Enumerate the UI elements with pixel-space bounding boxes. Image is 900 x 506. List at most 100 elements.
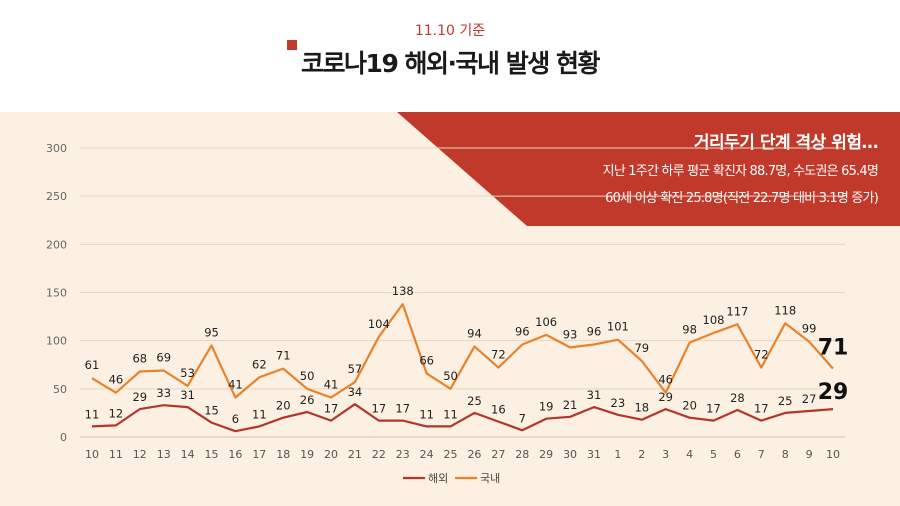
overseas-data-label: 34 (348, 385, 363, 399)
y-tick-label: 250 (46, 190, 67, 203)
domestic-series-line (91, 303, 834, 399)
overseas-data-label: 6 (232, 412, 239, 426)
domestic-data-label: 99 (802, 322, 817, 336)
x-tick-label: 20 (324, 448, 338, 461)
page-title-text: 코로나19 해외·국내 발생 현황 (301, 49, 600, 78)
x-tick-label: 28 (515, 448, 529, 461)
x-tick-label: 17 (252, 448, 266, 461)
overseas-data-label: 20 (682, 399, 697, 413)
overseas-data-label: 11 (443, 407, 458, 421)
x-tick-label: 31 (587, 448, 601, 461)
domestic-data-label: 50 (300, 369, 315, 383)
header: 11.10 기준 코로나19 해외·국내 발생 현황 (0, 0, 900, 112)
overseas-data-label: 19 (539, 400, 554, 414)
domestic-data-label: 41 (228, 378, 243, 392)
overseas-data-label: 17 (324, 402, 339, 416)
overseas-data-label: 7 (519, 411, 526, 425)
domestic-data-label: 96 (515, 325, 530, 339)
domestic-data-label: 53 (180, 366, 195, 380)
overseas-data-label: 26 (300, 393, 315, 407)
overseas-series-line (91, 403, 834, 433)
domestic-data-label: 98 (682, 323, 697, 337)
x-tick-label: 11 (109, 448, 123, 461)
x-tick-label: 26 (467, 448, 481, 461)
domestic-data-label: 61 (85, 358, 100, 372)
x-tick-label: 3 (662, 448, 669, 461)
y-tick-label: 0 (60, 431, 67, 444)
overseas-last-label: 29 (818, 380, 849, 405)
x-tick-label: 30 (563, 448, 577, 461)
domestic-last-label: 71 (818, 336, 849, 361)
x-tick-label: 4 (686, 448, 693, 461)
overseas-data-label: 18 (634, 401, 649, 415)
overseas-data-label: 31 (180, 388, 195, 402)
overseas-data-label: 17 (754, 402, 769, 416)
domestic-data-label: 46 (109, 373, 124, 387)
overseas-data-label: 11 (252, 407, 267, 421)
x-tick-label: 10 (85, 448, 99, 461)
x-tick-label: 6 (734, 448, 741, 461)
domestic-data-label: 62 (252, 357, 267, 371)
y-tick-label: 100 (46, 335, 67, 348)
overseas-data-label: 23 (611, 396, 626, 410)
domestic-data-label: 71 (276, 349, 291, 363)
overseas-data-label: 16 (491, 403, 506, 417)
x-tick-label: 15 (205, 448, 219, 461)
x-tick-label: 13 (157, 448, 171, 461)
overseas-data-label: 25 (778, 394, 793, 408)
x-tick-label: 14 (181, 448, 195, 461)
overseas-data-label: 27 (802, 392, 817, 406)
overseas-data-label: 28 (730, 391, 745, 405)
overseas-data-label: 20 (276, 399, 291, 413)
legend-overseas-label: 해외 (428, 471, 448, 485)
x-tick-label: 16 (228, 448, 242, 461)
overseas-data-label: 17 (395, 402, 410, 416)
domestic-data-label: 57 (348, 362, 363, 376)
x-tick-label: 12 (133, 448, 147, 461)
domestic-data-label: 66 (419, 353, 434, 367)
x-tick-label: 5 (710, 448, 717, 461)
legend-domestic-label: 국내 (480, 472, 500, 485)
overseas-data-label: 29 (658, 390, 673, 404)
x-tick-label: 29 (539, 448, 553, 461)
x-tick-label: 9 (806, 448, 813, 461)
overseas-data-label: 17 (372, 402, 387, 416)
page-title: 코로나19 해외·국내 발생 현황 (287, 40, 600, 80)
x-tick-label: 8 (782, 448, 789, 461)
y-tick-label: 300 (46, 142, 67, 155)
domestic-data-label: 117 (726, 304, 748, 318)
y-tick-label: 50 (53, 383, 67, 396)
x-tick-label: 25 (444, 448, 458, 461)
domestic-data-label: 118 (774, 303, 796, 317)
date-label: 11.10 기준 (414, 23, 486, 39)
domestic-data-label: 68 (132, 351, 147, 365)
y-tick-label: 150 (46, 287, 67, 300)
domestic-data-label: 94 (467, 326, 482, 340)
overseas-data-label: 11 (85, 407, 100, 421)
domestic-data-label: 72 (491, 348, 506, 362)
title-wrap: 코로나19 해외·국내 발생 현황 (0, 40, 900, 80)
domestic-data-label: 46 (658, 373, 673, 387)
overseas-data-label: 29 (132, 390, 147, 404)
overseas-data-label: 12 (109, 406, 124, 420)
x-tick-label: 1 (614, 448, 621, 461)
overseas-data-label: 21 (563, 398, 578, 412)
domestic-data-label: 108 (703, 313, 725, 327)
domestic-data-label: 106 (535, 315, 557, 329)
banner-triangle (397, 112, 900, 226)
domestic-data-label: 95 (204, 325, 219, 339)
domestic-data-label: 104 (368, 317, 390, 331)
x-tick-label: 22 (372, 448, 386, 461)
overseas-data-label: 15 (204, 404, 219, 418)
overseas-data-label: 25 (467, 394, 482, 408)
domestic-data-label: 69 (156, 351, 171, 365)
x-tick-label: 19 (300, 448, 314, 461)
overseas-data-label: 33 (156, 386, 171, 400)
domestic-data-label: 41 (324, 378, 339, 392)
domestic-data-label: 101 (607, 320, 629, 334)
x-tick-label: 24 (420, 448, 434, 461)
title-square-icon (287, 40, 298, 50)
domestic-data-label: 79 (634, 341, 649, 355)
overseas-data-label: 17 (706, 402, 721, 416)
